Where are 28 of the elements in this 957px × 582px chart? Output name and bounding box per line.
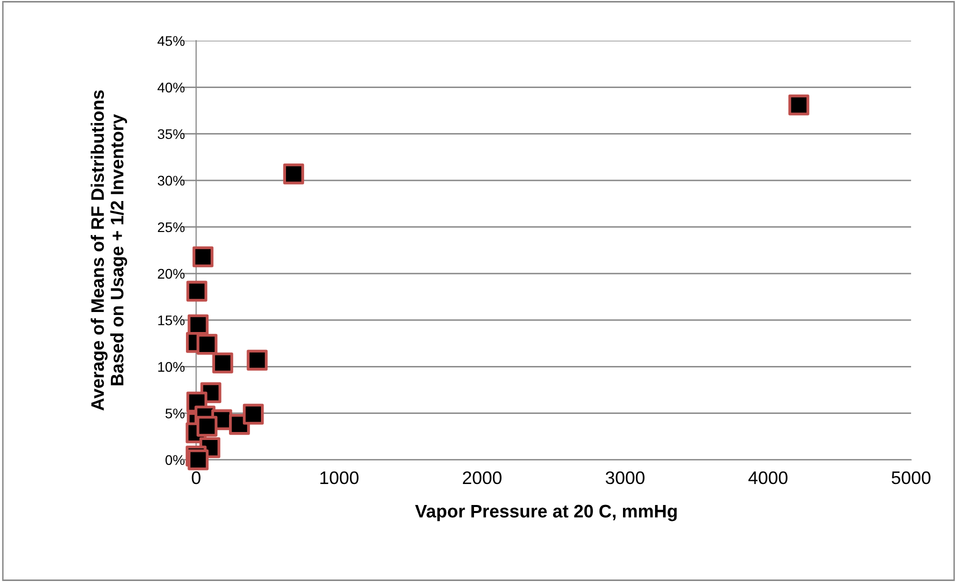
point bbox=[242, 404, 264, 425]
x-tick-label: 1000 bbox=[320, 471, 358, 484]
point bbox=[212, 352, 234, 374]
point bbox=[188, 449, 209, 470]
x-tick-label: 5000 bbox=[892, 471, 930, 484]
y-tick-label: 0% bbox=[165, 455, 185, 465]
y-tick-label: 5% bbox=[166, 408, 185, 418]
y-tick-label: 30% bbox=[158, 176, 185, 186]
x-tick-label: 3000 bbox=[606, 471, 644, 484]
point bbox=[196, 416, 218, 437]
x-tick-label: 0 bbox=[192, 471, 200, 484]
point bbox=[283, 163, 304, 184]
point bbox=[192, 246, 214, 268]
point bbox=[186, 280, 208, 302]
y-tick-label: 35% bbox=[158, 129, 185, 140]
y-tick-label: 15% bbox=[158, 315, 185, 326]
point bbox=[196, 334, 218, 355]
x-tick-label: 2000 bbox=[462, 471, 502, 484]
y-tick-label: 40% bbox=[158, 82, 185, 92]
y-tick-label: 45% bbox=[158, 36, 185, 46]
point bbox=[246, 350, 268, 371]
y-tick-label: 20% bbox=[158, 268, 185, 279]
y-tick-label: 10% bbox=[158, 362, 185, 372]
x-axis-title: Vapor Pressure at 20 C, mmHg bbox=[415, 504, 677, 522]
y-axis-title: Average of Means of RF Distributions Based on Usage + 1/2 Inventory bbox=[90, 90, 128, 410]
x-tick-label: 4000 bbox=[748, 471, 788, 484]
point bbox=[788, 94, 810, 116]
y-tick-label: 25% bbox=[158, 222, 185, 232]
